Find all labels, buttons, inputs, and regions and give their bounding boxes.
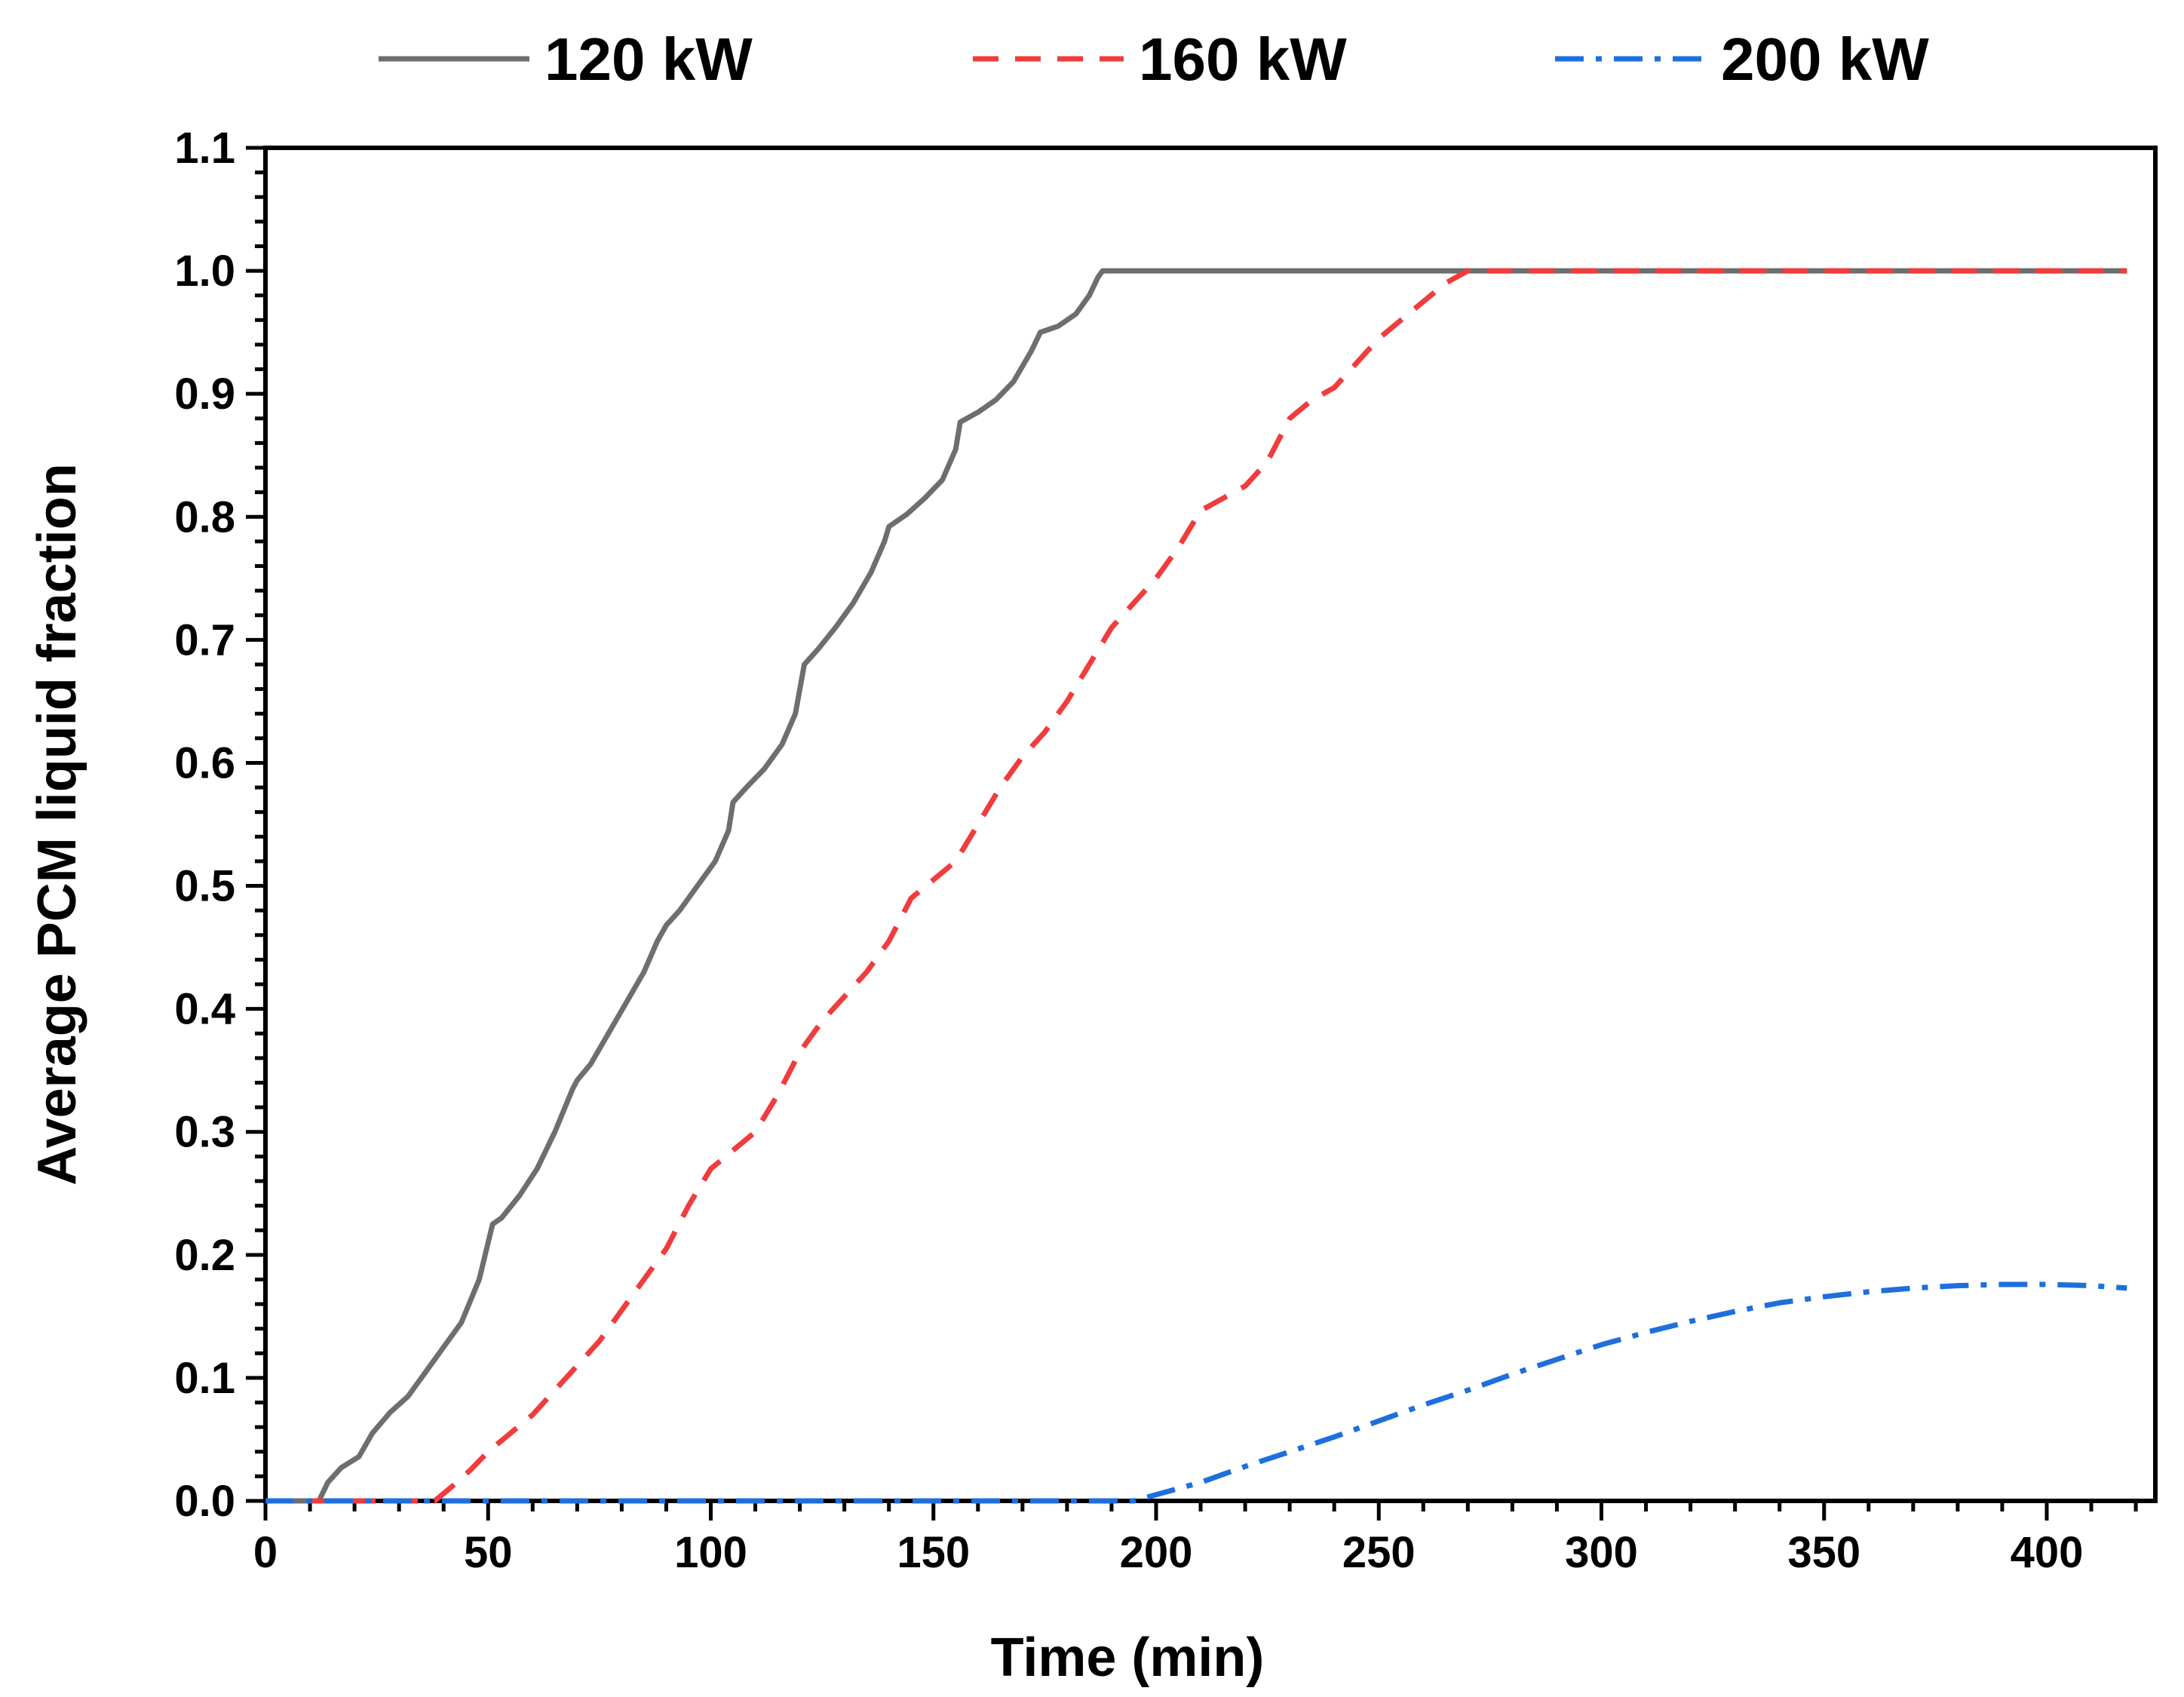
legend-label-3: 200 kW [1721,26,1929,93]
x-tick-label: 150 [897,1528,970,1577]
legend: 120 kW 160 kW 200 kW [379,26,1929,93]
y-tick-label: 0.0 [174,1477,235,1526]
y-tick-label: 0.7 [174,615,235,664]
y-tick-label: 0.6 [174,738,235,787]
y-tick-label: 0.8 [174,493,235,542]
x-tick-label: 50 [464,1528,513,1577]
y-tick-label: 0.9 [174,370,235,419]
y-tick-label: 0.1 [174,1354,235,1403]
x-tick-label: 250 [1342,1528,1416,1577]
series-line-3 [265,1281,2127,1504]
x-tick-label: 350 [1787,1528,1860,1577]
y-tick-label: 1.1 [174,124,235,173]
y-tick-label: 0.2 [174,1231,235,1280]
y-tick-label: 0.4 [174,985,235,1034]
x-tick-label: 0 [253,1528,278,1577]
x-tick-label: 200 [1120,1528,1193,1577]
series-line-1 [265,268,2127,1504]
series-line-2 [265,268,2127,1504]
series-group [265,268,2127,1504]
y-tick-label: 0.3 [174,1108,235,1157]
y-tick-label: 1.0 [174,247,235,296]
y-tick-label: 0.5 [174,862,235,911]
x-tick-label: 300 [1565,1528,1638,1577]
x-tick-label: 100 [674,1528,747,1577]
x-axis-title: Time (min) [991,1628,1265,1688]
legend-label-1: 120 kW [544,26,753,93]
y-axis-title: Average PCM liquid fraction [27,463,87,1185]
x-tick-label: 400 [2011,1528,2084,1577]
axis-tick-labels: 0 50 100 150 200 250 300 350 400 0.0 0.1 0.2 0.3 0.4 0… [174,124,2083,1577]
axis-ticks [246,146,2138,1521]
plot-frame [263,146,2158,1503]
legend-label-2: 160 kW [1139,26,1347,93]
